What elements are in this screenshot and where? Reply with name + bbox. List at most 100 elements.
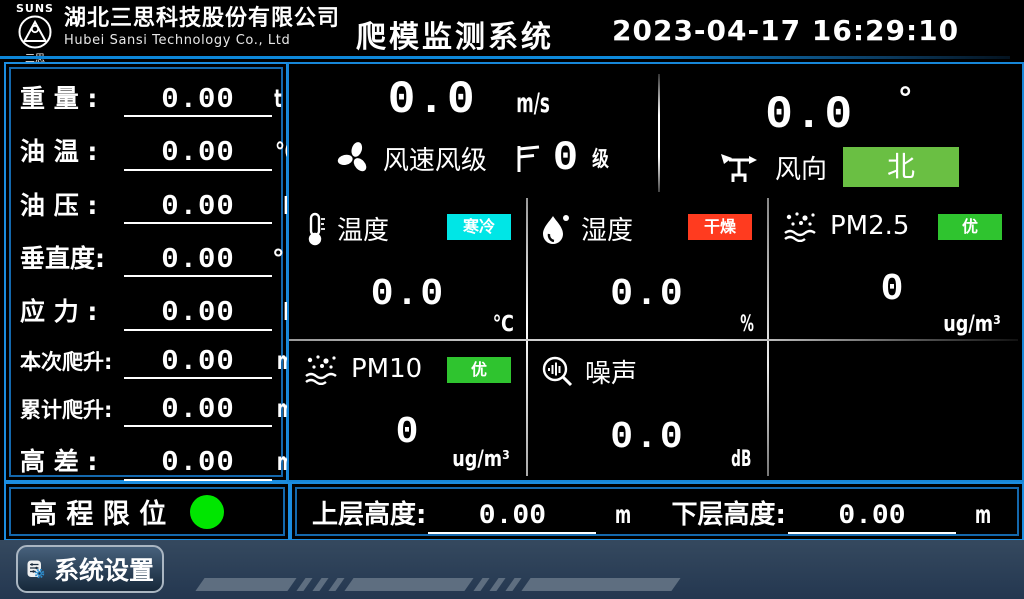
sensor-cell-temperature: 温度 寒冷 0.0 ℃ [289, 198, 527, 341]
dust-icon [305, 355, 337, 385]
environment-panel: 0.0 m/s 风速风级 [287, 62, 1024, 482]
company-name-en: Hubei Sansi Technology Co., Ltd [64, 33, 291, 48]
sensor-label: PM2.5 [830, 211, 910, 241]
upper-height-value: 0.00 [428, 501, 597, 534]
sensor-label: 温度 [337, 216, 390, 246]
measure-row-verticality: 垂直度: 0.00 ° [20, 239, 285, 278]
lower-height-group: 下层高度: 0.00 m [672, 494, 996, 534]
elevation-limit-indicator [190, 494, 225, 529]
elevation-limit-label: 高 程 限 位 [30, 499, 167, 530]
sensor-unit: % [740, 312, 754, 337]
measure-value: 0.00 [124, 84, 272, 118]
sensor-unit: dB [731, 447, 752, 472]
sensor-cell-noise: 噪声 0.0 dB [527, 341, 768, 476]
page-title: 爬模监测系统 [356, 20, 554, 55]
measure-label: 重 量 : [20, 84, 98, 113]
measure-label: 累计爬升: [20, 397, 113, 422]
measure-label: 高 差 : [20, 447, 98, 477]
grid-divider-vertical-2 [767, 198, 769, 476]
upper-height-label: 上层高度: [312, 500, 427, 530]
upper-height-unit: m [615, 500, 632, 529]
sensor-cell-humidity: 湿度 干燥 0.0 % [527, 198, 768, 341]
header: SUNS 三思 湖北三思科技股份有限公司 Hubei Sansi Technol… [0, 0, 1024, 65]
measure-unit: ° [272, 243, 285, 273]
measure-unit: t [274, 84, 282, 113]
measure-label: 垂直度: [20, 243, 105, 273]
sensor-grid: 温度 寒冷 0.0 ℃ 湿度 干燥 0.0 % [289, 198, 1018, 476]
sensor-unit: ug/m³ [943, 312, 1001, 337]
wind-direction-indicator: 北 [843, 147, 959, 187]
datetime-display: 2023-04-17 16:29:10 [612, 14, 960, 47]
measure-row-height-diff: 高 差 : 0.00 m [20, 442, 293, 481]
measure-value: 0.00 [124, 345, 272, 379]
measure-row-current-climb: 本次爬升: 0.00 m [20, 345, 293, 379]
sensor-value: 0.0 [370, 273, 446, 316]
wind-level-icon [517, 145, 540, 172]
company-name-cn: 湖北三思科技股份有限公司 [64, 6, 341, 31]
lower-height-label: 下层高度: [671, 500, 786, 530]
taskbar: 系统设置 [0, 540, 1024, 599]
wind-speed-label: 风速风级 [382, 145, 487, 176]
sensor-label: PM10 [351, 354, 423, 384]
wind-direction-unit: ° [897, 82, 913, 117]
measure-row-stress: 应 力 : 0.00 MPa [20, 292, 320, 331]
thermometer-icon [308, 212, 325, 245]
fan-icon [337, 142, 367, 172]
lower-height-unit: m [974, 500, 992, 529]
grid-divider-horizontal [289, 339, 1018, 341]
wind-section: 0.0 m/s 风速风级 [289, 64, 1018, 198]
company-logo: SUNS 三思 [12, 3, 58, 65]
noise-icon [542, 356, 573, 386]
elevation-limit-box: 高 程 限 位 [4, 482, 290, 541]
measure-value: 0.00 [124, 394, 272, 428]
measure-value: 0.00 [124, 190, 272, 224]
measure-value: 0.00 [124, 137, 272, 171]
measure-row-total-climb: 累计爬升: 0.00 m [20, 394, 293, 428]
system-settings-button[interactable]: 系统设置 [16, 545, 164, 593]
wind-divider [658, 74, 660, 192]
status-badge-dry: 干燥 [688, 214, 752, 240]
settings-sliders-gear-icon [27, 560, 45, 579]
sensor-value: 0.0 [610, 273, 685, 316]
logo-top-text: SUNS [16, 2, 54, 15]
sensor-label: 噪声 [585, 359, 638, 389]
sensor-label: 湿度 [581, 216, 634, 246]
droplet-icon [543, 214, 569, 244]
measure-label: 油 温 : [20, 137, 98, 167]
lower-height-value: 0.00 [787, 501, 956, 534]
wind-level-value: 0 [552, 134, 579, 182]
measure-value: 0.00 [124, 297, 272, 331]
sensor-unit: ℃ [493, 312, 515, 337]
sensor-cell-pm10: PM10 优 0 ug/m³ [289, 341, 527, 476]
wind-direction-value: 0.0 [765, 89, 855, 141]
sensor-cell-empty [768, 341, 1018, 476]
wind-speed-value: 0.0 [387, 74, 477, 126]
grid-divider-vertical-1 [526, 198, 528, 476]
measurements-panel: 重 量 : 0.00 t 油 温 : 0.00 ℃ 油 压 : 0.00 MPa… [4, 62, 320, 482]
sensor-cell-pm25: PM2.5 优 0 ug/m³ [768, 198, 1018, 341]
wind-level-unit: 级 [592, 147, 610, 171]
measure-label: 应 力 : [20, 297, 98, 327]
measure-value: 0.00 [124, 244, 272, 278]
measure-value: 0.00 [124, 447, 272, 481]
wind-direction-block: 0.0 ° 风向 北 [660, 64, 1018, 198]
header-divider [0, 56, 1010, 59]
suns-triangle-logo-icon [18, 15, 52, 49]
layer-heights-box: 上层高度: 0.00 m 下层高度: 0.00 m [290, 482, 1024, 541]
wind-speed-block: 0.0 m/s 风速风级 [289, 64, 659, 198]
measure-row-oil-pressure: 油 压 : 0.00 MPa [20, 186, 320, 224]
dust-icon [784, 212, 816, 242]
stripe-decoration [195, 578, 681, 591]
status-badge-cold: 寒冷 [447, 214, 511, 240]
measure-row-oil-temp: 油 温 : 0.00 ℃ [20, 132, 299, 171]
sensor-value: 0 [880, 268, 906, 311]
system-settings-label: 系统设置 [53, 556, 154, 585]
sensor-value: 0 [395, 411, 421, 454]
status-badge-good: 优 [447, 357, 511, 383]
wind-speed-unit: m/s [516, 88, 550, 119]
wind-direction-label: 风向 [774, 154, 827, 185]
company-name-block: 湖北三思科技股份有限公司 Hubei Sansi Technology Co.,… [64, 6, 340, 50]
status-badge-good: 优 [938, 214, 1002, 240]
measure-label: 油 压 : [20, 190, 98, 220]
